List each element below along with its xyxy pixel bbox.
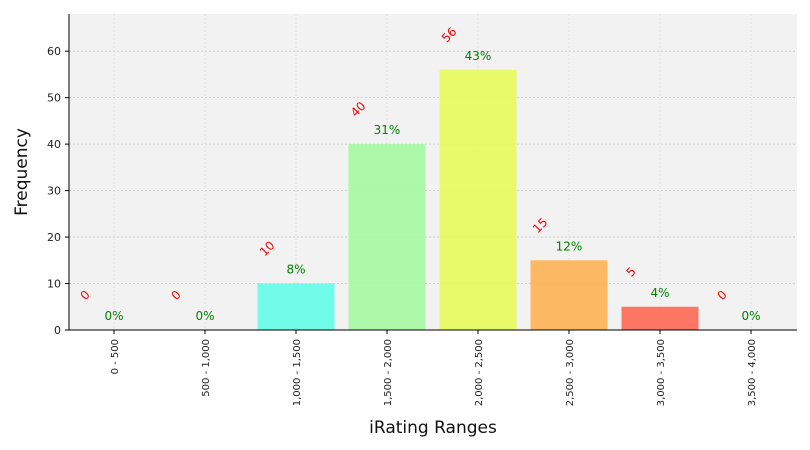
x-tick-label: 2,500 - 3,000 [565,339,576,406]
percent-label: 4% [650,286,669,300]
y-ticks: 0 10 20 30 40 50 60 [47,45,69,337]
axes [68,14,797,331]
x-tick-label: 3,000 - 3,500 [656,339,667,406]
y-tick-label: 50 [47,92,61,105]
percent-label: 12% [556,239,583,253]
grid-lines [69,14,797,330]
bar [348,144,426,330]
bar [530,260,608,330]
x-tick-label: 2,000 - 2,500 [474,339,485,406]
y-tick-label: 60 [47,45,61,58]
x-axis-title: iRating Ranges [369,418,497,438]
x-tick-label: 0 - 500 [110,339,121,374]
percent-label: 0% [104,309,123,323]
y-tick-label: 40 [47,138,61,151]
bar [257,283,335,330]
y-tick-label: 30 [47,185,61,198]
x-tick-label: 3,500 - 4,000 [747,339,758,406]
y-tick-label: 0 [54,324,61,337]
y-tick-label: 20 [47,231,61,244]
x-tick-label: 500 - 1,000 [201,339,212,397]
percent-label: 0% [741,309,760,323]
bars [257,69,699,330]
bar [621,306,699,330]
x-tick-label: 1,000 - 1,500 [292,339,303,406]
percent-label: 43% [465,49,492,63]
x-tick-label: 1,500 - 2,000 [383,339,394,406]
percent-label: 0% [195,309,214,323]
y-axis-title: Frequency [12,128,32,216]
bar [439,69,517,330]
x-ticks: 0 - 500 500 - 1,000 1,000 - 1,500 1,500 - 2… [110,330,758,406]
plot-background [69,14,797,330]
percent-label: 31% [374,123,401,137]
percent-label: 8% [286,263,305,277]
y-tick-label: 10 [47,278,61,291]
